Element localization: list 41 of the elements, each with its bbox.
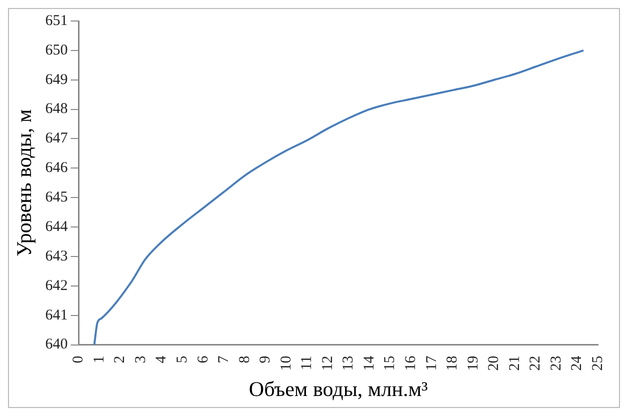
- line-series: [93, 49, 584, 345]
- y-tick-label: 646: [45, 160, 68, 176]
- x-tick-label: 6: [195, 355, 212, 364]
- x-tick-label: 14: [361, 355, 378, 371]
- y-tick-label: 648: [45, 101, 68, 118]
- x-tick-label: 5: [174, 356, 190, 364]
- x-tick-label: 3: [132, 356, 149, 364]
- y-tick-label: 649: [45, 72, 68, 88]
- y-tick-label: 640: [45, 336, 68, 353]
- x-tick-label: 23: [548, 356, 564, 371]
- x-tick-label: 18: [444, 356, 461, 371]
- x-tick-label: 19: [465, 356, 482, 371]
- y-tick-label: 645: [45, 190, 68, 206]
- x-tick-label: 9: [258, 356, 274, 364]
- x-tick-label: 21: [506, 356, 523, 371]
- x-tick-label: 15: [382, 356, 398, 371]
- x-tick-label: 8: [236, 356, 253, 364]
- x-tick-label: 13: [340, 356, 357, 371]
- y-axis-title: Уровень воды, м: [12, 109, 36, 257]
- y-tick-label: 647: [45, 130, 68, 147]
- x-tick-label: 24: [569, 355, 586, 371]
- y-tick-label: 644: [45, 218, 68, 235]
- x-tick-label: 2: [112, 356, 128, 364]
- x-tick-label: 0: [70, 356, 87, 364]
- x-axis-title: Объем воды, млн.м³: [248, 376, 428, 401]
- x-tick-label: 25: [590, 356, 606, 371]
- x-tick-label: 1: [91, 356, 108, 364]
- x-tick-label: 12: [320, 356, 336, 371]
- x-tick-label: 7: [216, 355, 232, 364]
- x-tick-label: 11: [299, 356, 316, 370]
- x-tick-label: 17: [424, 355, 440, 371]
- y-tick-label: 643: [45, 248, 68, 264]
- y-tick-label: 651: [45, 12, 68, 29]
- y-tick-label: 641: [45, 307, 68, 324]
- x-tick-label: 10: [278, 356, 294, 371]
- x-tick-label: 20: [486, 356, 502, 371]
- x-tick-label: 4: [154, 355, 170, 364]
- y-tick-label: 650: [45, 42, 68, 58]
- x-tick-label: 16: [402, 355, 419, 371]
- y-tick-label: 642: [45, 278, 68, 294]
- x-tick-label: 22: [528, 356, 544, 371]
